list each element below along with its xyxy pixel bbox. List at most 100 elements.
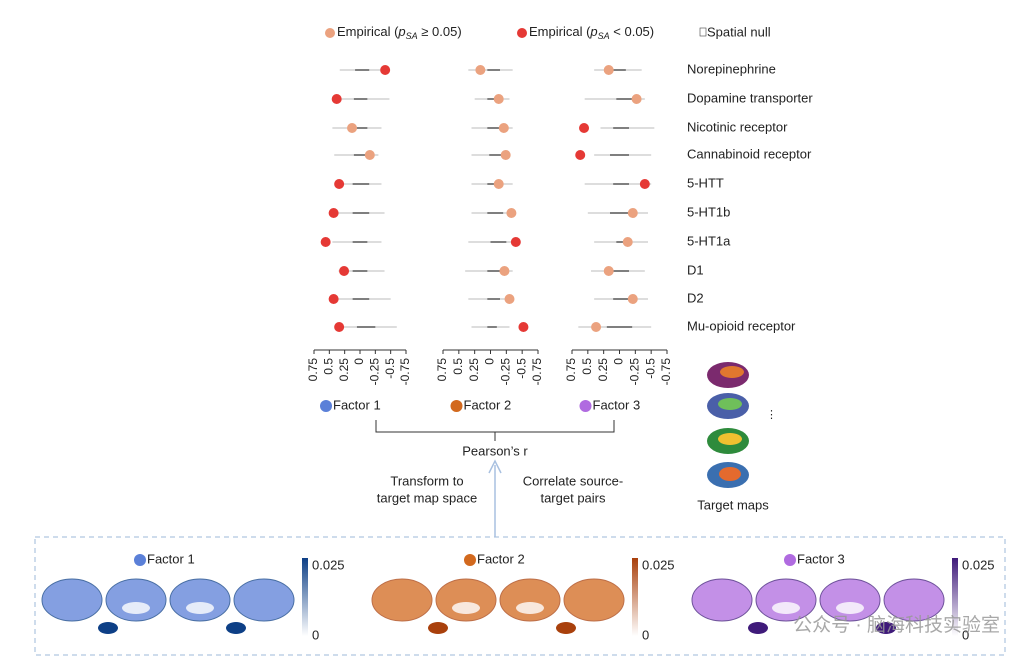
empirical-dot	[579, 123, 590, 133]
colorbar	[952, 558, 958, 636]
note: Transform to	[390, 473, 463, 488]
empirical-dot	[493, 179, 504, 189]
brain	[233, 578, 295, 622]
empirical-dot	[500, 150, 511, 160]
x-tick-label: -0.5	[514, 358, 528, 379]
legend-text: p	[589, 24, 597, 39]
x-tick-label: 0.25	[337, 358, 351, 382]
x-tick-label: -0.75	[398, 358, 412, 386]
x-tick-label: 0	[612, 358, 626, 365]
brain	[883, 578, 945, 622]
arrow-head	[488, 459, 502, 474]
colorbar-tick: 0.025	[962, 557, 995, 572]
empirical-dot	[475, 65, 486, 75]
empirical-dot	[627, 208, 638, 218]
x-tick-label: 0	[483, 358, 497, 365]
row-label: Norepinephrine	[687, 61, 776, 76]
factor-box	[34, 536, 1006, 656]
brain-sub	[428, 622, 448, 634]
svg-text:⋮: ⋮	[766, 409, 777, 421]
empirical-dot	[334, 322, 345, 332]
colorbar	[302, 558, 308, 636]
empirical-dot	[380, 65, 391, 75]
row-label: Mu-opioid receptor	[687, 318, 796, 333]
row-label: Cannabinoid receptor	[687, 146, 812, 161]
brain-sub	[98, 622, 118, 634]
factor-dot	[579, 400, 592, 412]
factor-label: Factor 3	[593, 397, 641, 412]
empirical-dot	[622, 237, 633, 247]
legend-swatch	[325, 28, 335, 38]
empirical-dot	[328, 208, 339, 218]
legend-label: Spatial null	[707, 24, 771, 39]
brain-sub	[556, 622, 576, 634]
legend-swatch	[517, 28, 527, 38]
row-label: 5-HT1b	[687, 204, 730, 219]
bracket	[375, 420, 615, 441]
colorbar-tick: 0.025	[642, 557, 675, 572]
watermark: 公众号 · 脑海科技实验室	[793, 614, 1000, 636]
x-tick-label: 0.75	[435, 358, 449, 382]
empirical-dot	[631, 94, 642, 104]
empirical-dot	[591, 322, 602, 332]
factor-label: Factor 1	[333, 397, 381, 412]
empirical-dot	[334, 179, 345, 189]
legend-label: Empirical (pSA < 0.05)	[529, 24, 654, 41]
colorbar-tick: 0	[642, 627, 649, 642]
brain	[819, 578, 881, 622]
legend-text: ≥ 0.05)	[418, 24, 462, 39]
x-tick-label: -0.5	[643, 358, 657, 379]
x-tick-label: -0.25	[499, 358, 513, 386]
factor-title: Factor 3	[797, 551, 845, 566]
colorbar-tick: 0	[962, 627, 969, 642]
brain	[41, 578, 103, 622]
legend-text: p	[397, 24, 405, 39]
x-tick-label: 0.5	[580, 358, 594, 375]
brain-medial	[186, 602, 214, 614]
empirical-dot	[639, 179, 650, 189]
brain	[499, 578, 561, 622]
target-label: Target maps	[697, 497, 769, 512]
brain	[435, 578, 497, 622]
colorbar-tick: 0	[312, 627, 319, 642]
factor-title: Factor 1	[147, 551, 195, 566]
empirical-dot	[364, 150, 375, 160]
factor-label: Factor 2	[464, 397, 512, 412]
note: target pairs	[540, 490, 606, 505]
legend-text: Empirical (	[337, 24, 399, 39]
empirical-dot	[504, 294, 515, 304]
brain	[755, 578, 817, 622]
empirical-dot	[518, 322, 529, 332]
colorbar	[632, 558, 638, 636]
note: Correlate source-	[523, 473, 623, 488]
empirical-dot	[328, 294, 339, 304]
empirical-dot	[331, 94, 342, 104]
brain-sub	[226, 622, 246, 634]
brain-medial	[452, 602, 480, 614]
x-tick-label: -0.5	[383, 358, 397, 379]
factor-dot	[134, 554, 146, 566]
x-tick-label: -0.75	[530, 358, 544, 386]
factor-dot	[784, 554, 796, 566]
legend-text: SA	[598, 31, 610, 41]
legend-swatch	[699, 27, 707, 37]
x-tick-label: 0.5	[322, 358, 336, 375]
empirical-dot	[493, 94, 504, 104]
brain-medial	[516, 602, 544, 614]
brain-medial	[772, 602, 800, 614]
brain	[169, 578, 231, 622]
legend-text: < 0.05)	[610, 24, 654, 39]
target-maps: ⋮	[707, 362, 777, 488]
brain-medial	[122, 602, 150, 614]
x-tick-label: 0.75	[564, 358, 578, 382]
legend-text: SA	[406, 31, 418, 41]
row-label: 5-HTT	[687, 175, 724, 190]
brain-medial	[836, 602, 864, 614]
empirical-dot	[603, 266, 614, 276]
empirical-dot	[603, 65, 614, 75]
x-tick-label: 0.25	[467, 358, 481, 382]
legend-label: Empirical (pSA ≥ 0.05)	[337, 24, 462, 41]
brain-sub	[876, 622, 896, 634]
brain	[563, 578, 625, 622]
